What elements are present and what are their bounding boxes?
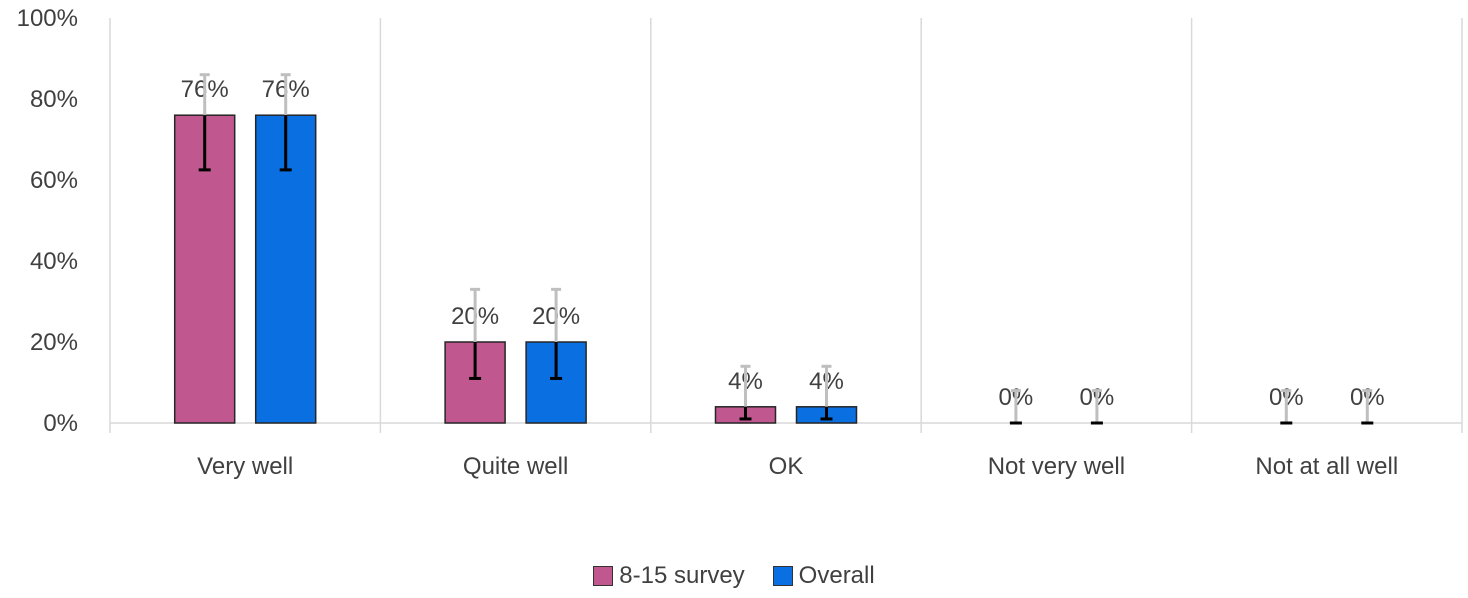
legend-swatch-8-15-survey [593,566,614,586]
y-tick-label: 100% [17,5,78,32]
legend-label-overall: Overall [798,562,875,589]
x-tick-label: OK [769,453,804,480]
x-tick-label: Quite well [463,453,568,480]
y-tick-label: 80% [30,86,78,113]
legend: 8-15 survey Overall [0,562,1468,590]
y-tick-label: 20% [30,329,78,356]
bar-chart: 0% 20% 40% 60% 80% 100% Very well Quite well OK N… [17,5,1463,480]
legend-item-8-15-survey: 8-15 survey [593,562,745,590]
y-tick-label: 60% [30,167,78,194]
y-tick-label: 0% [43,410,78,437]
legend-swatch-overall [772,566,793,586]
x-tick-label: Very well [197,453,293,480]
legend-item-overall: Overall [772,562,875,590]
grid-lines [109,18,1463,423]
legend-label-8-15-survey: 8-15 survey [619,562,745,589]
axes: 0% 20% 40% 60% 80% 100% Very well Quite well OK N… [17,5,1463,480]
x-tick-label: Not very well [988,453,1125,480]
x-tick-label: Not at all well [1255,453,1398,480]
bars [173,114,858,424]
labels: 76%20%4%0% 0%76%20%4%0% 0% [181,73,1385,425]
y-tick-label: 40% [30,248,78,275]
